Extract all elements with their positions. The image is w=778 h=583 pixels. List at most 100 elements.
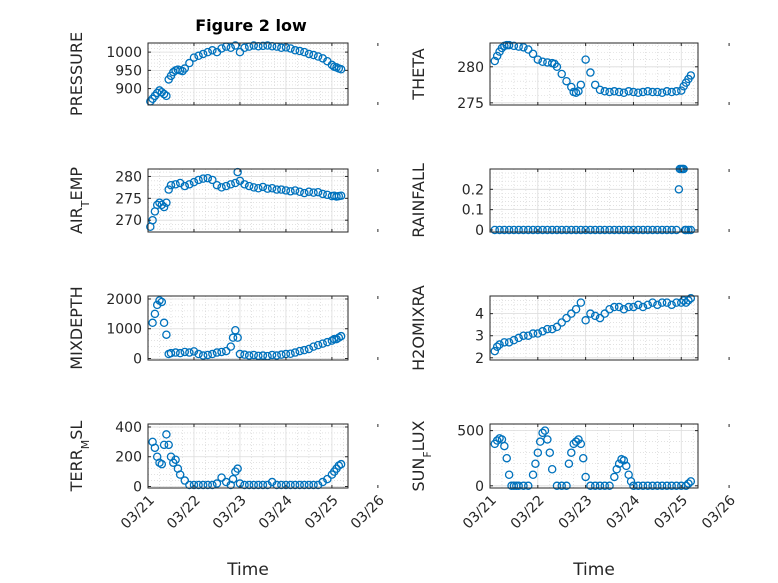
data-point — [557, 318, 566, 327]
data-point — [662, 481, 672, 491]
data-point — [254, 183, 263, 193]
data-point — [638, 302, 648, 312]
data-point — [164, 185, 173, 194]
x-tick-label: 03/23 — [556, 493, 596, 533]
data-point — [217, 44, 226, 53]
data-point — [533, 448, 543, 457]
data-point — [653, 300, 662, 310]
data-point — [667, 481, 676, 491]
data-point — [524, 225, 533, 235]
panel-theta: 275 280 THETA — [409, 40, 730, 112]
data-point — [166, 180, 176, 190]
data-point — [212, 348, 222, 357]
y-tick-label: 2 — [475, 351, 484, 367]
data-point — [277, 480, 286, 490]
data-point — [150, 443, 160, 453]
data-point — [619, 225, 629, 235]
data-point — [662, 225, 672, 235]
data-point — [562, 481, 571, 491]
data-point — [681, 225, 691, 235]
data-point — [557, 69, 566, 79]
x-tick-label: 03/22 — [508, 493, 548, 533]
data-point — [171, 348, 180, 357]
data-point — [290, 348, 300, 357]
data-point — [336, 65, 346, 74]
data-point — [595, 85, 605, 95]
y-axis-label-main: THETA — [409, 48, 428, 100]
data-point — [189, 177, 199, 187]
data-point — [667, 300, 676, 310]
data-point — [300, 480, 309, 490]
data-point — [595, 313, 605, 323]
y-tick-label: 0 — [475, 223, 484, 239]
data-point — [221, 346, 231, 356]
data-point — [528, 225, 538, 235]
y-tick-label: 2000 — [106, 292, 142, 308]
data-point — [653, 225, 662, 235]
data-point — [492, 436, 502, 445]
data-point — [567, 309, 576, 318]
data-point — [610, 472, 619, 482]
data-point — [208, 349, 217, 359]
data-point — [590, 80, 600, 90]
data-point — [295, 346, 304, 356]
data-point — [194, 51, 203, 61]
data-point — [240, 180, 249, 189]
plot-area — [490, 424, 698, 488]
data-point — [614, 302, 624, 312]
data-point — [295, 480, 304, 490]
data-point — [581, 316, 590, 325]
axes-box — [489, 168, 699, 233]
data-point — [514, 333, 523, 343]
data-point — [189, 347, 199, 356]
data-point — [567, 225, 576, 235]
data-point — [586, 309, 595, 318]
data-point — [162, 198, 171, 207]
data-point — [657, 225, 667, 235]
panel-air_temp: 270 275 280 AIRTEMP — [67, 167, 379, 234]
data-point — [159, 89, 169, 99]
data-point — [323, 474, 332, 484]
data-point — [574, 435, 583, 444]
data-point — [524, 481, 533, 491]
data-point — [653, 87, 662, 97]
data-point — [180, 476, 190, 485]
y-tick-label: 1000 — [106, 322, 142, 338]
data-point — [552, 322, 562, 332]
data-point — [519, 481, 528, 491]
data-point — [509, 41, 519, 51]
data-point — [600, 87, 610, 96]
y-tick-label: 0.2 — [462, 182, 484, 198]
data-point — [662, 87, 672, 96]
data-point — [509, 335, 519, 345]
y-axis-label: TERRMSL — [67, 421, 92, 493]
data-point — [304, 344, 314, 354]
data-point — [313, 187, 323, 197]
data-point — [166, 348, 176, 358]
data-point — [290, 186, 300, 195]
data-point — [217, 473, 226, 482]
data-point — [586, 225, 595, 235]
data-point — [643, 87, 653, 96]
data-point — [578, 453, 588, 463]
axes-box — [147, 423, 349, 489]
data-point — [672, 87, 681, 96]
x-tick-label: 03/26 — [348, 492, 388, 532]
data-point — [684, 225, 693, 235]
data-point — [155, 458, 164, 467]
data-point — [595, 481, 605, 491]
data-point — [590, 225, 600, 235]
data-point — [648, 481, 657, 491]
y-axis-label-tail: EMP — [67, 167, 86, 201]
data-point — [198, 174, 208, 183]
data-point — [198, 480, 208, 490]
data-point — [528, 470, 538, 480]
data-point — [217, 183, 226, 192]
data-point — [514, 225, 523, 235]
data-point — [648, 87, 657, 97]
axes-box — [489, 42, 699, 106]
data-point — [524, 45, 533, 54]
data-point — [519, 225, 528, 235]
data-point — [286, 44, 295, 53]
data-point — [552, 481, 562, 491]
